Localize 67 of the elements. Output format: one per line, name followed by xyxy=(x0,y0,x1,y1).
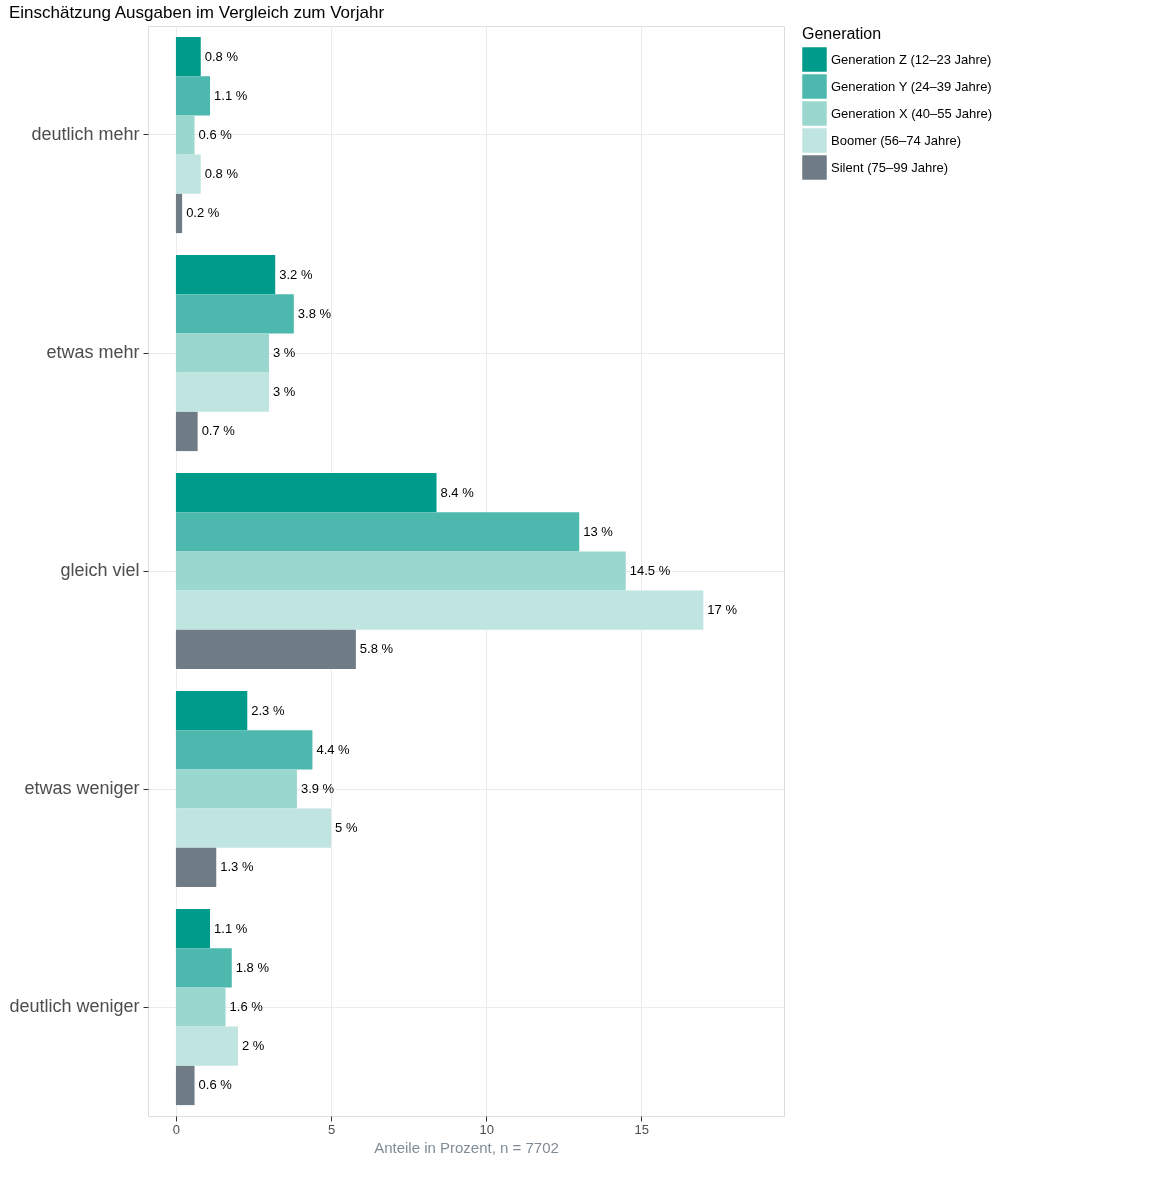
legend-title: Generation xyxy=(802,25,882,42)
data-label: 14.5 % xyxy=(629,563,671,578)
x-tick-label: 10 xyxy=(479,1121,494,1137)
bar xyxy=(175,254,276,295)
data-label: 0.8 % xyxy=(204,48,239,64)
bar xyxy=(175,847,217,888)
bar xyxy=(175,908,211,949)
bar xyxy=(175,948,232,988)
data-label: 5.8 % xyxy=(359,641,394,657)
data-label: 2.3 % xyxy=(251,702,285,718)
bar xyxy=(175,512,580,552)
data-label: 17 % xyxy=(707,602,738,618)
data-label: 3 % xyxy=(273,384,296,400)
bar xyxy=(175,154,201,194)
bar xyxy=(175,372,269,412)
data-label: 3.9 % xyxy=(300,781,335,796)
data-label: 2 % xyxy=(241,1038,265,1054)
legend-label: Boomer (56–74 Jahre) xyxy=(831,132,962,148)
bar xyxy=(175,1065,195,1106)
data-label: 3 % xyxy=(273,345,296,360)
bar xyxy=(175,1026,238,1066)
data-label: 8.4 % xyxy=(440,484,475,500)
data-label: 0.7 % xyxy=(201,423,236,439)
data-label: 0.2 % xyxy=(186,205,220,221)
bar xyxy=(175,987,226,1027)
bar xyxy=(175,629,356,670)
data-label: 1.8 % xyxy=(235,959,270,975)
bar xyxy=(175,294,294,334)
data-label: 5 % xyxy=(335,820,358,836)
data-label: 1.3 % xyxy=(220,859,254,875)
y-tick-label: deutlich weniger xyxy=(9,996,140,1016)
x-tick-label: 5 xyxy=(327,1121,336,1137)
data-label: 1.6 % xyxy=(229,999,264,1014)
bar xyxy=(175,115,195,155)
legend-label: Generation X (40–55 Jahre) xyxy=(831,105,993,121)
data-label: 0.6 % xyxy=(198,1077,233,1093)
data-label: 1.1 % xyxy=(214,87,248,103)
bar xyxy=(175,36,201,77)
data-label: 0.8 % xyxy=(204,166,239,182)
chart-title: Einschätzung Ausgaben im Vergleich zum Vorjahr xyxy=(8,3,385,22)
bar xyxy=(175,808,332,848)
bar xyxy=(175,551,626,591)
x-axis-title: Anteile in Prozent, n = 7702 xyxy=(374,1138,559,1156)
y-tick-label: gleich viel xyxy=(60,560,140,580)
bar xyxy=(175,333,269,373)
legend-label: Generation Y (24–39 Jahre) xyxy=(831,78,992,94)
bar xyxy=(175,76,211,116)
bar xyxy=(175,193,183,234)
legend-label: Silent (75–99 Jahre) xyxy=(831,159,949,175)
data-label: 4.4 % xyxy=(316,741,351,757)
bar xyxy=(175,472,437,513)
y-tick-label: etwas mehr xyxy=(46,342,140,362)
bar xyxy=(175,690,248,731)
data-label: 3.2 % xyxy=(279,266,313,282)
x-tick-label: 0 xyxy=(172,1121,181,1137)
y-tick-label: deutlich mehr xyxy=(31,124,140,144)
x-tick-label: 15 xyxy=(634,1121,650,1137)
bar xyxy=(175,730,313,770)
data-label: 13 % xyxy=(583,523,614,539)
data-label: 1.1 % xyxy=(214,920,248,936)
data-label: 3.8 % xyxy=(297,305,332,321)
y-tick-label: etwas weniger xyxy=(24,778,140,798)
bar xyxy=(175,769,297,809)
bar xyxy=(175,590,704,630)
data-label: 0.6 % xyxy=(198,127,233,142)
bar xyxy=(175,411,198,452)
legend-label: Generation Z (12–23 Jahre) xyxy=(831,51,992,67)
